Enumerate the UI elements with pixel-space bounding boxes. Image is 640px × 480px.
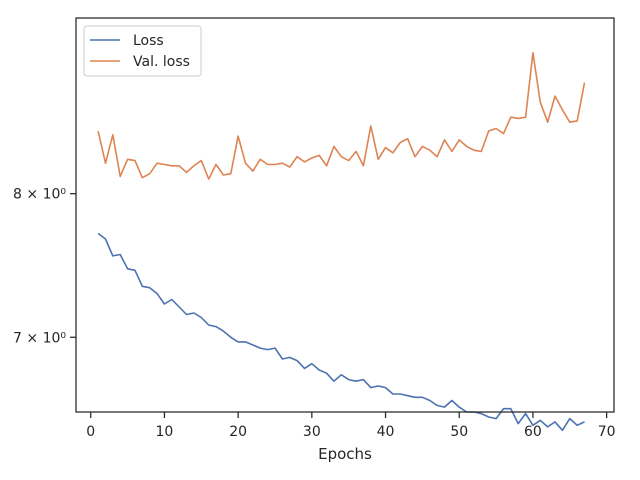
- x-axis-label: Epochs: [318, 445, 372, 463]
- legend-box: [83, 25, 202, 77]
- legend-label-loss: Loss: [133, 33, 164, 49]
- x-tick-label: 60: [524, 424, 542, 440]
- series-line-val-loss: [97, 51, 586, 180]
- x-tick-label: 20: [229, 424, 247, 440]
- y-tick-label: 7 × 10⁰: [13, 330, 66, 346]
- y-tick-label: 8 × 10⁰: [13, 187, 66, 203]
- x-tick-label: 40: [377, 424, 395, 440]
- legend: Loss Val. loss: [83, 25, 202, 77]
- x-tick-label: 0: [86, 424, 95, 440]
- legend-label-val-loss: Val. loss: [133, 54, 190, 70]
- plot-background: [76, 18, 614, 412]
- series-line-loss: [97, 232, 585, 432]
- x-tick-label: 30: [303, 424, 321, 440]
- series-layer: [97, 51, 586, 432]
- x-tick-label: 10: [156, 424, 174, 440]
- ticks-layer: 0 10 20 30 40 50 60 70 7 × 10⁰ 8 × 10⁰: [13, 187, 616, 440]
- x-tick-label: 70: [598, 424, 616, 440]
- plot-frame: [75, 17, 615, 413]
- x-tick-label: 50: [450, 424, 468, 440]
